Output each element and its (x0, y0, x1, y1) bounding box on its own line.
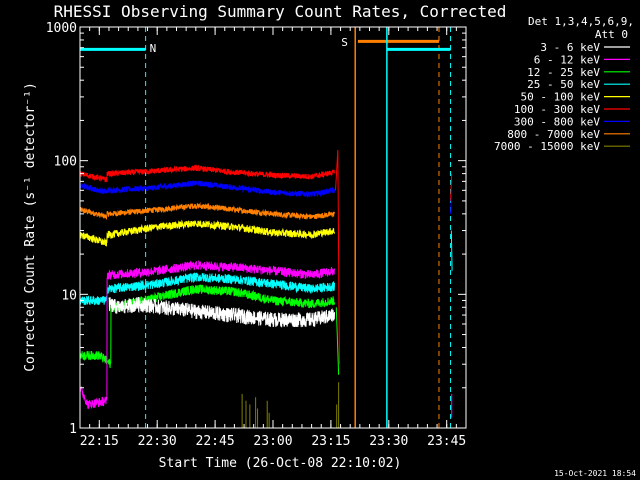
series-line (79, 202, 335, 221)
y-tick-label: 1000 (46, 21, 77, 36)
x-tick-label: 22:45 (196, 434, 235, 449)
x-tick-label: 23:15 (311, 434, 350, 449)
legend-label: 50 - 100 keV (521, 91, 601, 104)
flare-drop (335, 307, 340, 375)
footer-timestamp: 15-Oct-2021 18:54 (554, 469, 636, 478)
legend-label: 6 - 12 keV (534, 53, 601, 66)
legend-label: 25 - 50 keV (527, 78, 600, 91)
legend-label: 3 - 6 keV (540, 41, 600, 54)
x-tick-label: 23:45 (427, 434, 466, 449)
n-label: N (150, 42, 157, 55)
s-label: S (341, 36, 348, 49)
y-tick-label: 100 (54, 155, 77, 170)
legend-label: 300 - 800 keV (514, 115, 600, 128)
legend-label: 7000 - 15000 keV (494, 140, 600, 153)
legend-label: 12 - 25 keV (527, 66, 600, 79)
y-tick-label: 10 (61, 288, 77, 303)
legend-header-line1: Det 1,3,4,5,6,9, (528, 15, 634, 28)
x-tick-label: 23:30 (369, 434, 408, 449)
x-tick-label: 22:15 (80, 434, 119, 449)
x-tick-label: 23:00 (253, 434, 292, 449)
axes (79, 26, 467, 429)
y-axis-label: Corrected Count Rate (s⁻¹ detector⁻¹) (23, 82, 38, 372)
series-line (79, 164, 335, 183)
reentry-blue (450, 190, 453, 214)
y-ticks: 1 10 100 1000 (46, 21, 466, 437)
series-line (108, 297, 335, 328)
reentry-red (450, 173, 453, 201)
x-tick-label: 22:30 (138, 434, 177, 449)
series-line (79, 219, 335, 247)
chart-title: RHESSI Observing Summary Count Rates, Co… (54, 2, 507, 21)
y-tick-label: 1 (69, 422, 77, 437)
legend-label: 800 - 7000 keV (507, 128, 600, 141)
series-line (79, 272, 335, 306)
series-layer (79, 150, 453, 428)
series-line (79, 179, 335, 199)
flare-spike (335, 150, 340, 365)
plot-frame (79, 26, 467, 429)
legend-header-line2: Att 0 (595, 28, 628, 41)
legend-label: 100 - 300 keV (514, 103, 600, 116)
x-ticks: 22:15 22:30 22:45 23:00 23:15 23:30 23:45 (79, 27, 467, 449)
reentry-cyan (450, 230, 453, 271)
x-axis-label: Start Time (26-Oct-08 22:10:02) (159, 456, 402, 471)
series-line (79, 260, 335, 409)
